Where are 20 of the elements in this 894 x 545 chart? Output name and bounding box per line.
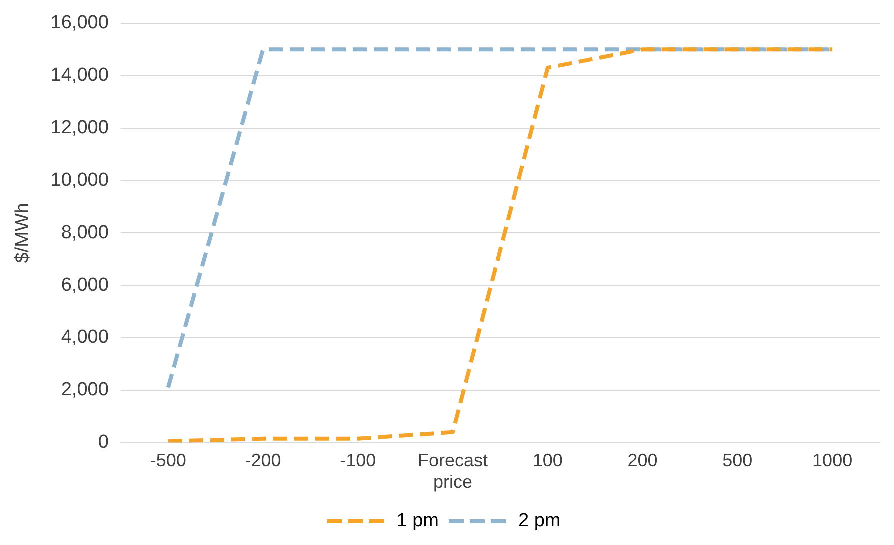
y-axis-title: $/MWh — [12, 203, 34, 264]
y-tick-label: 4,000 — [61, 327, 109, 348]
y-tick-label: 16,000 — [50, 12, 109, 34]
legend-label: 2 pm — [518, 510, 561, 532]
x-tick-label: -200 — [245, 450, 282, 471]
x-tick-label: 100 — [532, 450, 563, 471]
y-tick-label: 0 — [98, 432, 109, 454]
y-tick-label: 6,000 — [61, 274, 109, 296]
y-tick-label: 14,000 — [50, 65, 109, 86]
x-tick-label: 1000 — [812, 450, 853, 471]
x-tick-label: Forecast price — [418, 450, 488, 492]
y-tick-label: 12,000 — [50, 117, 109, 138]
y-tick-label: 2,000 — [61, 380, 109, 401]
x-tick-label: -100 — [340, 450, 376, 471]
legend-label: 1 pm — [396, 510, 440, 532]
x-tick-label: -500 — [150, 450, 186, 471]
x-tick-label: 500 — [722, 450, 753, 471]
x-tick-label: 200 — [628, 450, 658, 471]
y-tick-label: 10,000 — [50, 170, 109, 191]
y-tick-label: 8,000 — [61, 222, 109, 244]
